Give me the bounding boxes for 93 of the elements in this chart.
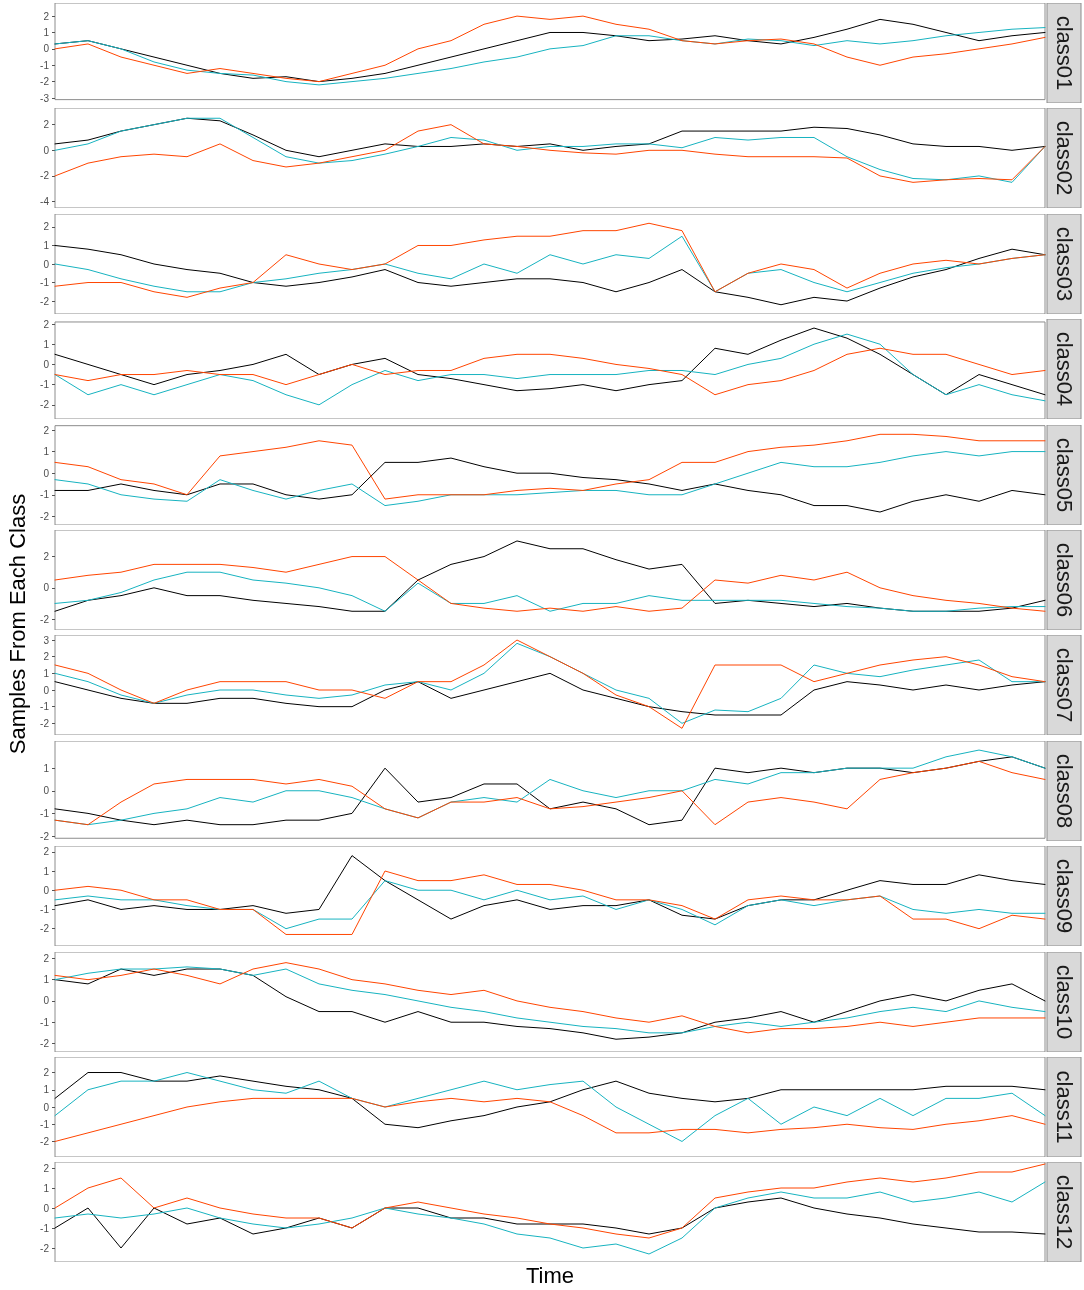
line-series xyxy=(54,1097,1046,1142)
y-tick-label: 2 xyxy=(43,119,50,131)
y-tick-label: 3 xyxy=(43,634,50,646)
y-tick-label: 2 xyxy=(43,651,50,663)
line-series xyxy=(54,540,1046,612)
y-tick-label: 0 xyxy=(43,884,50,896)
y-tick-label: 2 xyxy=(43,424,50,436)
line-series xyxy=(54,347,1046,396)
y-tick-label: 0 xyxy=(43,359,50,371)
y-tick-label: -2 xyxy=(40,718,50,730)
y-tick-label: 1 xyxy=(43,1084,50,1096)
y-tick-label: 0 xyxy=(43,1202,50,1214)
y-tick-label: -2 xyxy=(40,295,50,307)
line-series xyxy=(54,457,1046,513)
y-tick-label: -1 xyxy=(40,1222,50,1234)
line-series xyxy=(54,1163,1046,1239)
y-tick-label: 2 xyxy=(43,846,50,858)
line-series xyxy=(54,450,1046,506)
y-tick-label: 2 xyxy=(43,318,50,330)
line-series xyxy=(54,433,1046,500)
line-series xyxy=(54,327,1046,396)
y-tick-label: -2 xyxy=(40,399,50,411)
y-tick-label: 1 xyxy=(43,762,50,774)
text: class11 xyxy=(1051,1070,1077,1144)
line-series xyxy=(54,673,1046,716)
y-tick-label: 1 xyxy=(43,338,50,350)
y-tick-label: -2 xyxy=(40,1242,50,1254)
line-series xyxy=(54,27,1046,86)
y-tick-label: -2 xyxy=(40,170,50,182)
y-tick-label: -1 xyxy=(40,1016,50,1028)
line-series xyxy=(54,870,1046,936)
text: class12 xyxy=(1051,1175,1077,1250)
y-tick-label: -2 xyxy=(40,613,50,625)
y-tick-label: -2 xyxy=(40,830,50,842)
line-series xyxy=(54,855,1046,920)
text: class02 xyxy=(1051,121,1077,196)
y-tick-label: 0 xyxy=(43,995,50,1007)
y-tick-label: 0 xyxy=(43,582,50,594)
y-tick-label: -2 xyxy=(40,1135,50,1147)
y-tick-label: -1 xyxy=(40,488,50,500)
y-tick-label: -1 xyxy=(40,701,50,713)
y-tick-label: -2 xyxy=(40,76,50,88)
y-tick-label: -1 xyxy=(40,904,50,916)
y-tick-label: 1 xyxy=(43,865,50,877)
y-tick-label: 0 xyxy=(43,43,50,55)
text: class07 xyxy=(1051,648,1077,723)
y-tick-label: -1 xyxy=(40,379,50,391)
y-tick-label: -1 xyxy=(40,1118,50,1130)
y-tick-label: 1 xyxy=(43,239,50,251)
y-tick-label: 2 xyxy=(43,221,50,233)
x-axis-title: Time xyxy=(524,1263,576,1289)
y-axis-title: Samples From Each Class xyxy=(5,492,31,757)
text: class05 xyxy=(1051,437,1077,512)
line-series xyxy=(54,1072,1046,1142)
line-series xyxy=(54,571,1046,612)
y-tick-label: 2 xyxy=(43,10,50,22)
y-tick-label: 2 xyxy=(43,1162,50,1174)
y-tick-label: 2 xyxy=(43,551,50,563)
line-series xyxy=(54,1072,1046,1129)
y-tick-label: 1 xyxy=(43,26,50,38)
y-tick-label: 1 xyxy=(43,1182,50,1194)
text: class06 xyxy=(1051,542,1077,618)
y-tick-label: -2 xyxy=(40,1037,50,1049)
y-tick-label: 1 xyxy=(43,973,50,985)
line-series xyxy=(54,222,1046,298)
y-tick-label: -1 xyxy=(40,807,50,819)
y-tick-label: 0 xyxy=(43,1101,50,1113)
y-tick-label: -3 xyxy=(40,92,50,104)
y-tick-label: 0 xyxy=(43,785,50,797)
y-tick-label: 0 xyxy=(43,684,50,696)
y-tick-label: 0 xyxy=(43,467,50,479)
text: class03 xyxy=(1051,226,1077,302)
line-series xyxy=(54,880,1046,930)
y-tick-label: 0 xyxy=(43,145,50,157)
text: class08 xyxy=(1051,753,1077,829)
y-tick-label: -1 xyxy=(40,59,50,71)
y-tick-label: 0 xyxy=(43,258,50,270)
y-tick-label: -1 xyxy=(40,276,50,288)
y-tick-label: 2 xyxy=(43,952,50,964)
y-tick-label: 1 xyxy=(43,668,50,680)
line-series xyxy=(54,1181,1046,1255)
line-series xyxy=(54,1197,1046,1249)
text: class10 xyxy=(1051,964,1077,1039)
text: class01 xyxy=(1051,15,1077,91)
y-tick-label: 1 xyxy=(43,445,50,457)
text: class09 xyxy=(1051,858,1077,934)
y-tick-label: -2 xyxy=(40,510,50,522)
text: class04 xyxy=(1051,331,1077,407)
y-tick-label: 2 xyxy=(43,1067,50,1079)
line-series xyxy=(54,556,1046,612)
line-series xyxy=(54,333,1046,406)
y-tick-label: -4 xyxy=(40,196,50,208)
y-tick-label: -2 xyxy=(40,923,50,935)
